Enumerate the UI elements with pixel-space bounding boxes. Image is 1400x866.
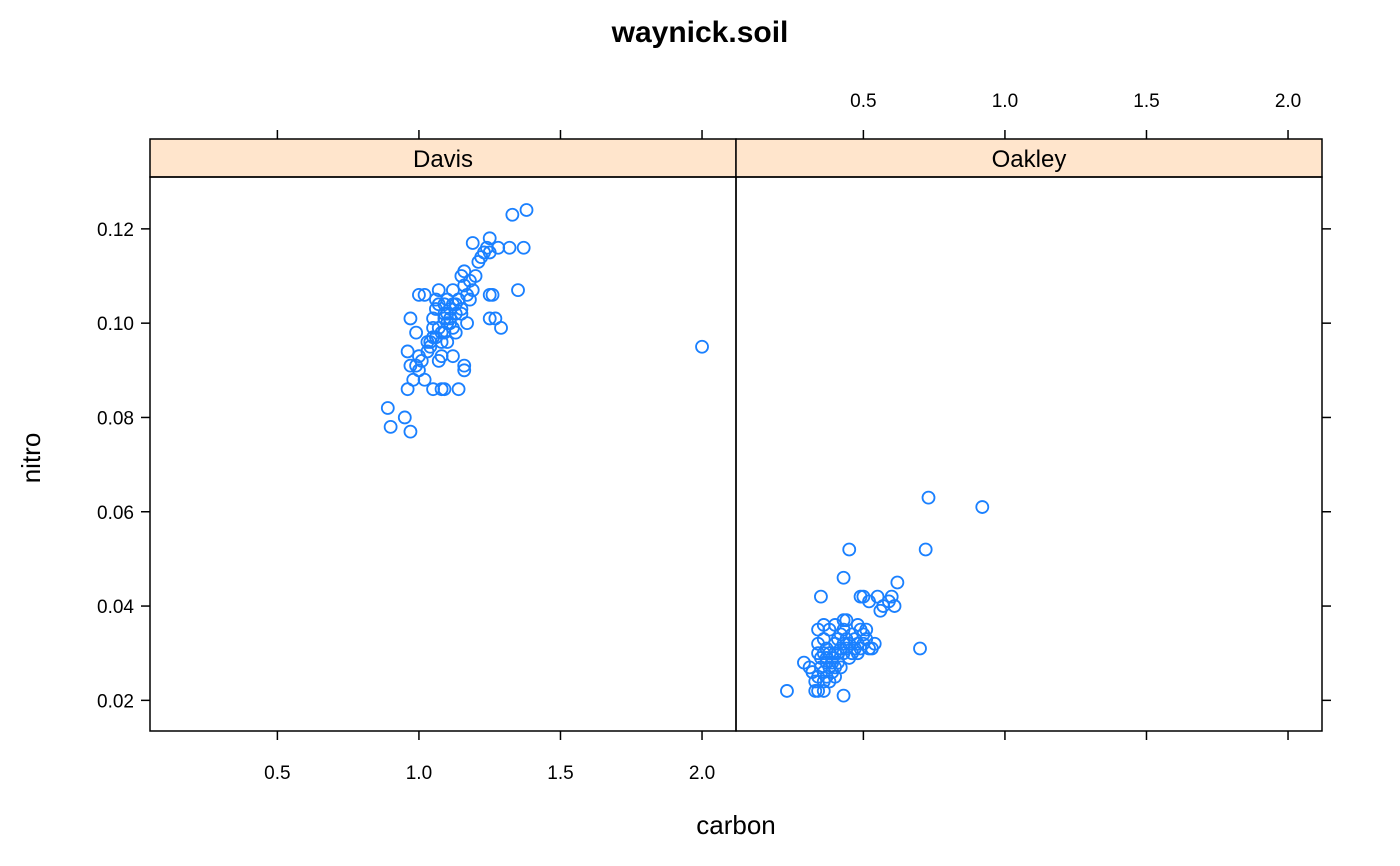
data-point bbox=[482, 287, 497, 302]
data-point bbox=[431, 297, 446, 312]
panel-frame bbox=[149, 176, 737, 732]
data-point bbox=[417, 287, 432, 302]
y-tick-label: 0.10 bbox=[97, 314, 134, 335]
y-tick-label: 0.06 bbox=[97, 503, 134, 524]
data-point bbox=[511, 283, 525, 298]
data-point bbox=[400, 344, 415, 359]
data-point bbox=[494, 320, 508, 335]
strip-label-davis: Davis bbox=[413, 146, 473, 173]
data-point bbox=[975, 500, 990, 514]
y-tick-label: 0.12 bbox=[97, 220, 134, 241]
strip-davis bbox=[149, 138, 737, 178]
data-point bbox=[412, 287, 426, 302]
data-point bbox=[434, 325, 449, 340]
data-point bbox=[887, 599, 902, 613]
data-point bbox=[833, 660, 848, 675]
data-point bbox=[842, 542, 857, 557]
y-axis-label: nitro bbox=[16, 433, 46, 484]
data-point bbox=[780, 684, 794, 698]
data-point bbox=[434, 382, 449, 397]
data-point bbox=[460, 316, 474, 331]
data-point bbox=[437, 311, 452, 326]
data-point bbox=[913, 641, 927, 656]
data-point bbox=[482, 231, 497, 246]
x-tick-label: 1.0 bbox=[992, 91, 1018, 112]
data-point bbox=[397, 410, 412, 425]
data-point bbox=[516, 240, 531, 255]
data-point bbox=[485, 287, 500, 302]
data-point bbox=[431, 283, 446, 298]
data-point bbox=[383, 419, 398, 434]
x-tick-label: 1.5 bbox=[1133, 91, 1159, 112]
panel-davis: Davis 0.5 1.0 1.5 2.0 0.02 0.04 0.06 0.08 0.10 0.1… bbox=[97, 130, 737, 784]
panel-frame bbox=[735, 176, 1323, 732]
x-tick-label: 2.0 bbox=[1275, 91, 1301, 112]
x-tick-label: 2.0 bbox=[689, 763, 715, 784]
data-point bbox=[437, 382, 452, 397]
data-point bbox=[457, 363, 472, 378]
x-tick-label: 0.5 bbox=[850, 91, 876, 112]
data-point bbox=[519, 203, 534, 217]
data-point bbox=[918, 542, 933, 557]
strip-oakley bbox=[735, 138, 1323, 178]
data-point bbox=[836, 570, 851, 585]
data-point bbox=[446, 320, 460, 335]
data-point bbox=[867, 636, 882, 651]
x-tick-label: 1.5 bbox=[547, 763, 573, 784]
data-point bbox=[454, 302, 469, 316]
data-point bbox=[859, 622, 874, 637]
strip-label-oakley: Oakley bbox=[992, 146, 1067, 173]
chart-title: waynick.soil bbox=[611, 16, 789, 49]
data-point bbox=[468, 269, 483, 283]
data-point bbox=[420, 335, 435, 349]
data-point bbox=[695, 339, 709, 354]
data-point bbox=[505, 207, 520, 222]
data-point bbox=[457, 358, 472, 373]
x-tick-label: 1.0 bbox=[406, 763, 432, 784]
data-point bbox=[921, 490, 936, 505]
data-point bbox=[465, 236, 480, 250]
data-point bbox=[890, 575, 905, 590]
data-point bbox=[884, 589, 899, 604]
data-point bbox=[836, 688, 851, 703]
data-point bbox=[482, 311, 497, 326]
data-point bbox=[465, 283, 480, 298]
panels: Davis 0.5 1.0 1.5 2.0 0.02 0.04 0.06 0.08 0.10 0.1… bbox=[97, 91, 1331, 784]
data-point bbox=[502, 240, 517, 255]
x-tick-label: 0.5 bbox=[264, 763, 290, 784]
data-point bbox=[451, 292, 466, 307]
data-point bbox=[403, 311, 418, 326]
y-tick-label: 0.04 bbox=[97, 597, 134, 618]
data-point bbox=[403, 424, 418, 439]
data-point bbox=[409, 325, 424, 340]
panel-oakley: Oakley 0.5 1.0 1.5 2.0 bbox=[735, 91, 1331, 740]
data-point bbox=[839, 613, 854, 628]
data-point bbox=[380, 401, 395, 415]
x-axis-label: carbon bbox=[696, 810, 776, 840]
data-point bbox=[417, 372, 432, 387]
data-point bbox=[814, 589, 828, 604]
data-point bbox=[451, 382, 466, 397]
y-tick-label: 0.08 bbox=[97, 408, 134, 429]
data-point bbox=[446, 349, 460, 364]
y-tick-label: 0.02 bbox=[97, 691, 134, 712]
